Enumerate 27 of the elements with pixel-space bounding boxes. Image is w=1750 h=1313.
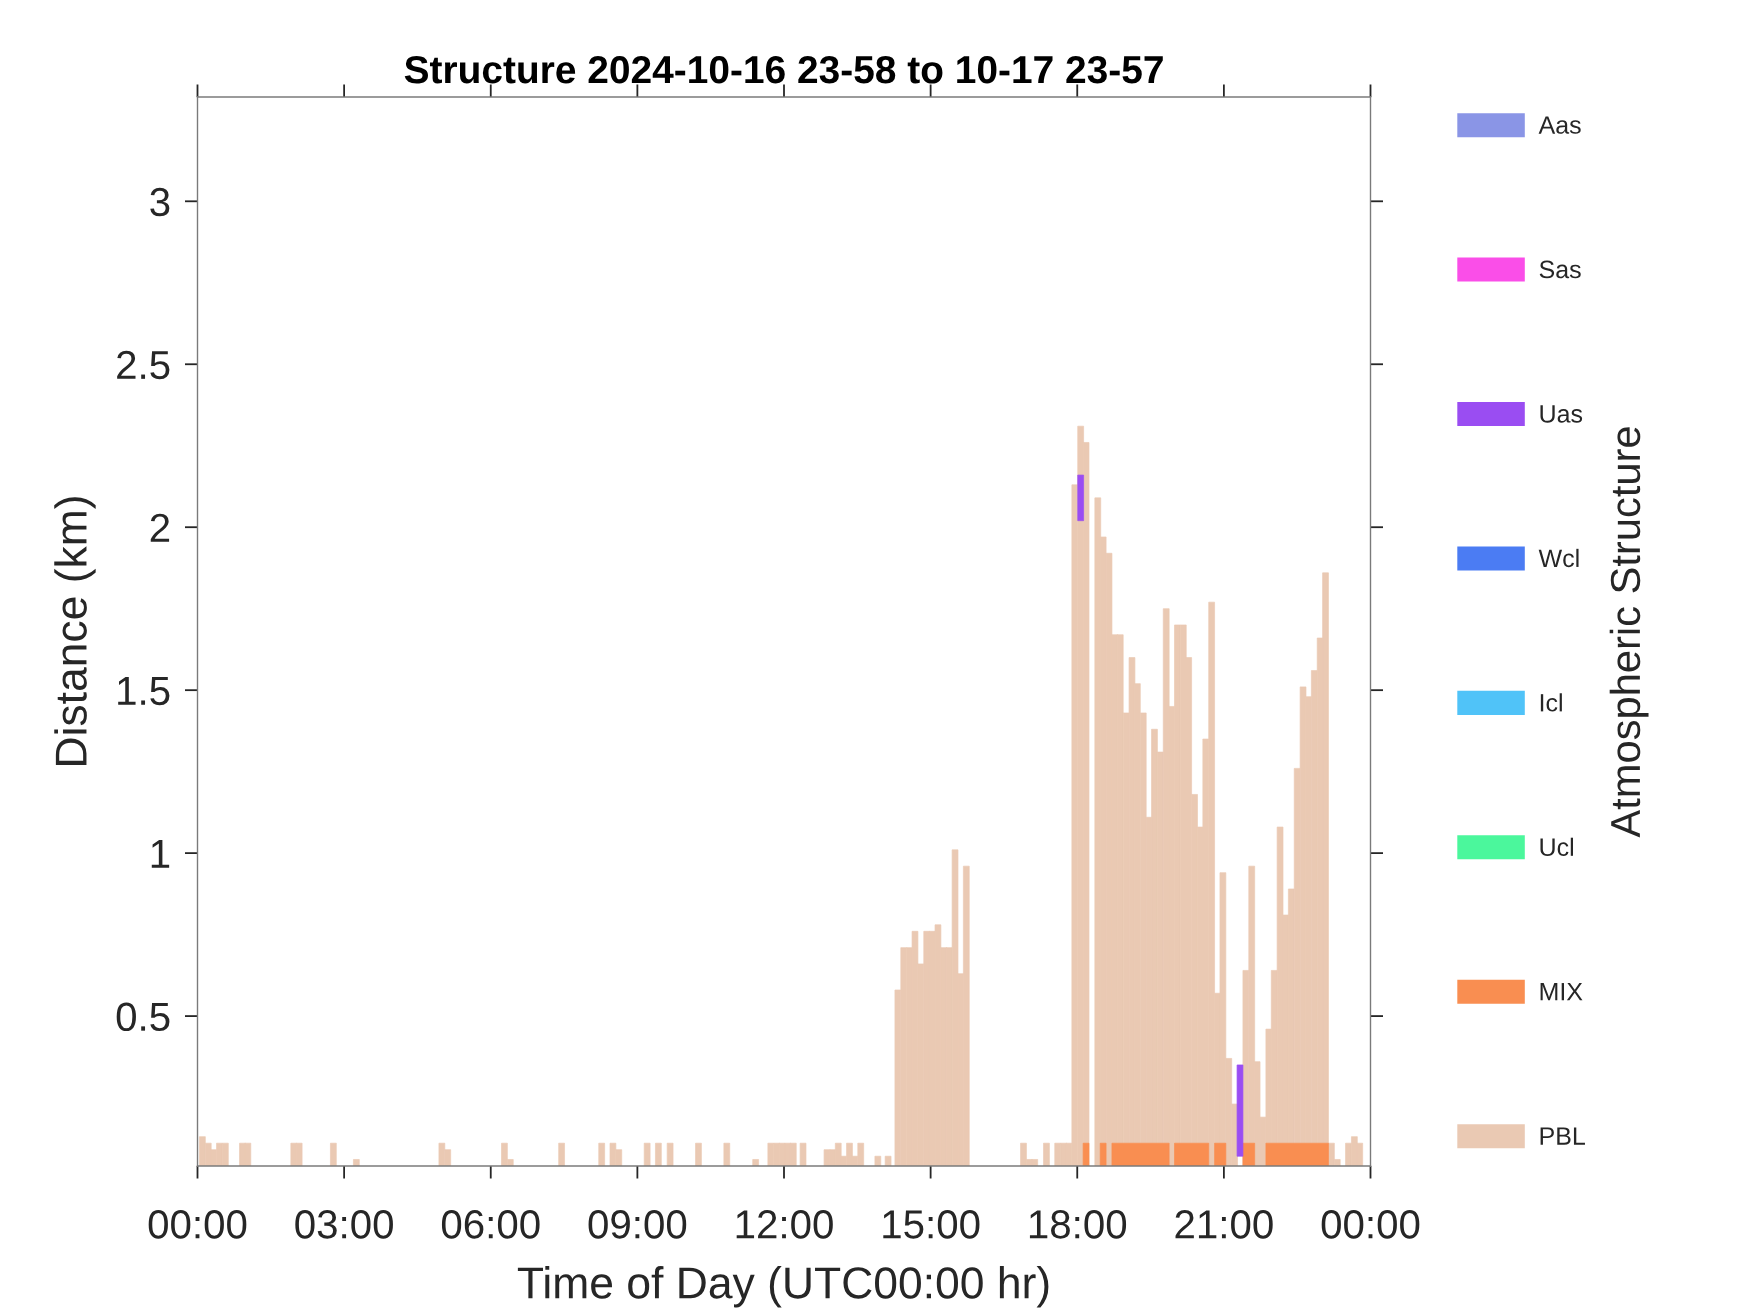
y-tick-label: 0.5 bbox=[116, 1002, 170, 1032]
x-tick-label: 06:00 bbox=[441, 1210, 540, 1239]
x-tick-label: 15:00 bbox=[883, 1210, 980, 1239]
legend-label: Wcl bbox=[1538, 548, 1579, 568]
y-tick-label: 3 bbox=[150, 187, 170, 217]
y-tick-label: 1.5 bbox=[118, 677, 170, 706]
legend-label: Aas bbox=[1538, 116, 1581, 134]
y-tick-label: 1 bbox=[151, 840, 170, 868]
legend-label: MIX bbox=[1540, 983, 1583, 1001]
x-tick-label: 09:00 bbox=[588, 1210, 687, 1239]
x-tick-label: 18:00 bbox=[1029, 1210, 1127, 1239]
y-tick-label: 2 bbox=[150, 513, 170, 542]
x-tick-label: 00:00 bbox=[1321, 1210, 1420, 1239]
legend-title: Atmospheric Structure bbox=[1609, 427, 1649, 838]
chart-title: Structure 2024-10-16 23-58 to 10-17 23-57 bbox=[404, 55, 1163, 84]
legend-label: Uas bbox=[1540, 405, 1583, 423]
x-tick-label: 21:00 bbox=[1175, 1210, 1273, 1239]
legend-label: Icl bbox=[1540, 693, 1562, 712]
x-tick-label: 03:00 bbox=[295, 1210, 393, 1239]
y-axis-title: Distance (km) bbox=[54, 497, 96, 765]
x-axis-title: Time of Day (UTC00:00 hr) bbox=[517, 1266, 1049, 1308]
x-tick-label: 12:00 bbox=[736, 1210, 833, 1239]
legend-label: Ucl bbox=[1540, 837, 1573, 857]
x-tick-label: 00:00 bbox=[148, 1210, 247, 1239]
y-tick-label: 2.5 bbox=[117, 350, 170, 380]
legend-label: PBL bbox=[1540, 1127, 1585, 1145]
legend-label: Sas bbox=[1539, 260, 1581, 279]
